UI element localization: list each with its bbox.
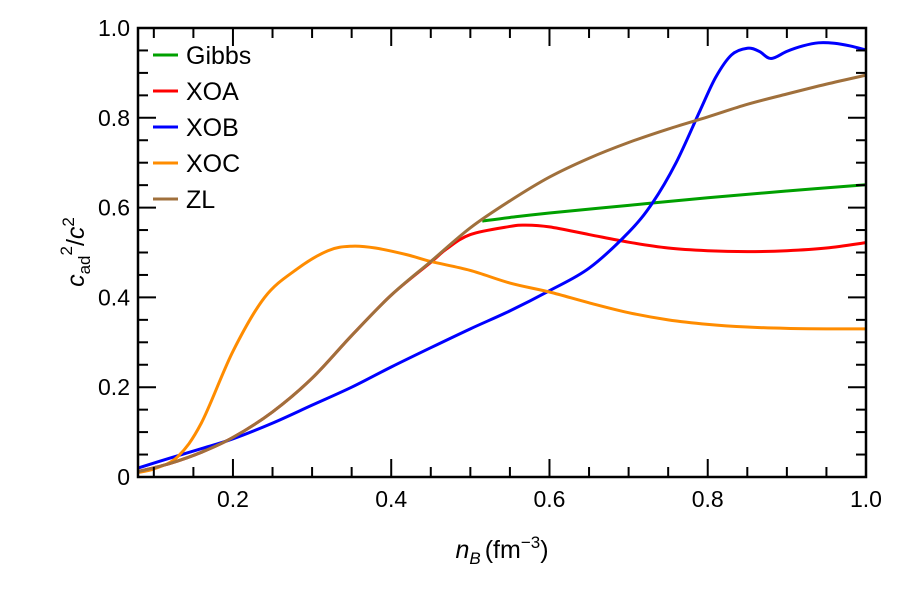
x-label-unit-exp: −3 (521, 533, 540, 552)
y-label-sup: 2 (57, 246, 76, 255)
legend-label: XOC (186, 150, 240, 178)
y-tick-label: 1.0 (98, 15, 130, 41)
legend-item-zl: ZL (153, 186, 215, 214)
y-label-symbol: c (62, 274, 90, 287)
x-label-unit: (fm (485, 536, 521, 564)
y-tick-label: 0.2 (98, 374, 130, 400)
x-tick-label: 1.0 (850, 486, 882, 512)
series-line-zl (137, 73, 867, 474)
x-tick-label: 0.6 (533, 486, 565, 512)
y-tick-label: 0.4 (98, 284, 130, 310)
y-label-symbol2: c (62, 226, 90, 239)
plot-frame (136, 26, 868, 479)
legend-item-xob: XOB (153, 114, 239, 142)
legend-label: XOA (186, 78, 239, 106)
x-tick-label: 0.2 (217, 486, 249, 512)
series-line-xoc (137, 244, 867, 474)
x-axis-label: nB (fm−3) (455, 533, 548, 568)
series-line-xob (137, 41, 867, 470)
series-line-gibbs (482, 183, 867, 223)
y-label-slash: / (62, 239, 90, 246)
legend-item-gibbs: Gibbs (153, 42, 251, 70)
legend: Gibbs XOA XOB XOC ZL (153, 42, 251, 214)
y-tick-label: 0.8 (98, 105, 130, 131)
legend-item-xoc: XOC (153, 150, 240, 178)
legend-label: Gibbs (186, 42, 251, 70)
y-label-subscript: ad (75, 255, 94, 274)
y-tick-label: 0.6 (98, 195, 130, 221)
legend-label: ZL (186, 186, 215, 214)
x-label-symbol: n (455, 536, 469, 564)
ticks-layer: 0.2 0.4 0.6 0.8 1.0 0 0.2 0.4 0.6 0.8 1.0 (98, 15, 882, 512)
y-label-sup2: 2 (59, 217, 78, 226)
y-tick-label: 0 (117, 464, 130, 490)
x-label-unit-close: ) (540, 536, 548, 564)
legend-item-xoa: XOA (153, 78, 239, 106)
legend-label: XOB (186, 114, 239, 142)
x-tick-label: 0.4 (375, 486, 407, 512)
y-axis-label: cad2/c2 (57, 217, 94, 287)
x-tick-label: 0.8 (692, 486, 724, 512)
series-layer (137, 41, 867, 474)
x-label-subscript: B (469, 549, 480, 568)
